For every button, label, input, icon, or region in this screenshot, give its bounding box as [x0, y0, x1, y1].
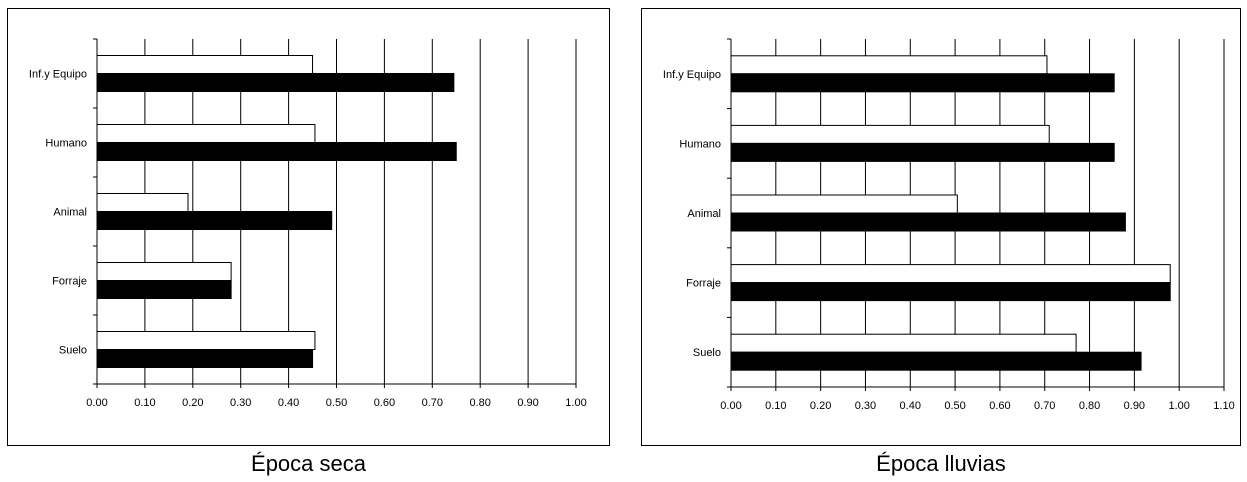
category-label: Forraje [52, 276, 87, 288]
x-tick-label: 0.00 [86, 397, 107, 409]
bar-series-2 [730, 73, 1115, 93]
bar-series-1 [730, 124, 1050, 144]
x-tick-label: 0.90 [1124, 400, 1145, 412]
x-tick-label: 0.50 [326, 397, 347, 409]
x-tick-label: 1.00 [565, 397, 586, 409]
x-tick-label: 0.00 [720, 400, 741, 412]
bar-series-1 [96, 193, 189, 212]
chart-title-lluvias: Época lluvias [876, 451, 1006, 476]
category-label: Animal [53, 207, 87, 219]
chart-title-seca: Época seca [251, 451, 366, 476]
bar-series-2 [730, 212, 1126, 232]
category-label: Humano [679, 138, 721, 150]
bar-series-2 [96, 73, 455, 92]
category-label: Inf.y Equipo [29, 69, 87, 81]
bar-series-1 [96, 331, 316, 350]
x-tick-label: 1.10 [1213, 400, 1234, 412]
x-tick-label: 0.10 [134, 397, 155, 409]
x-tick-label: 0.20 [810, 400, 831, 412]
bar-series-1 [96, 55, 314, 74]
x-tick-label: 0.10 [765, 400, 786, 412]
bar-series-2 [96, 349, 314, 368]
category-label: Inf.y Equipo [663, 69, 721, 81]
x-tick-label: 0.30 [230, 397, 251, 409]
bar-series-2 [730, 351, 1142, 371]
bar-series-1 [96, 124, 316, 143]
x-tick-label: 0.80 [1079, 400, 1100, 412]
x-tick-label: 0.70 [1034, 400, 1055, 412]
category-label: Humano [45, 138, 87, 150]
bar-series-2 [730, 282, 1171, 302]
category-label: Suelo [59, 345, 87, 357]
chart-svg-seca: 0.00 0.10 0.20 0.30 0.40 0.50 0.60 0.70 0.80 0.90… [29, 38, 587, 409]
x-tick-label: 0.20 [182, 397, 203, 409]
chart-svg-lluvias: 0.00 0.10 0.20 0.30 0.40 0.50 0.60 0.70 0.80 0.90… [663, 38, 1235, 412]
bar-series-1 [730, 333, 1077, 353]
category-label: Suelo [693, 347, 721, 359]
bar-series-1 [730, 194, 958, 214]
bar-series-1 [730, 55, 1048, 75]
x-tick-label: 0.70 [422, 397, 443, 409]
chart-panel-lluvias: 0.00 0.10 0.20 0.30 0.40 0.50 0.60 0.70 0.80 0.90… [641, 8, 1241, 446]
bar-series-1 [96, 262, 232, 281]
category-label: Animal [687, 208, 721, 220]
bar-series-2 [96, 211, 333, 230]
category-label: Forraje [686, 278, 721, 290]
bar-series-2 [730, 142, 1115, 162]
bar-series-1 [730, 264, 1171, 284]
x-tick-label: 0.50 [944, 400, 965, 412]
x-tick-label: 0.60 [989, 400, 1010, 412]
x-tick-label: 0.80 [469, 397, 490, 409]
x-tick-label: 0.60 [374, 397, 395, 409]
bar-series-2 [96, 280, 232, 299]
x-tick-label: 1.00 [1168, 400, 1189, 412]
bar-series-2 [96, 142, 457, 161]
x-tick-label: 0.30 [855, 400, 876, 412]
x-tick-label: 0.40 [900, 400, 921, 412]
x-tick-label: 0.90 [517, 397, 538, 409]
x-tick-label: 0.40 [278, 397, 299, 409]
chart-panel-seca: 0.00 0.10 0.20 0.30 0.40 0.50 0.60 0.70 0.80 0.90… [7, 8, 610, 446]
